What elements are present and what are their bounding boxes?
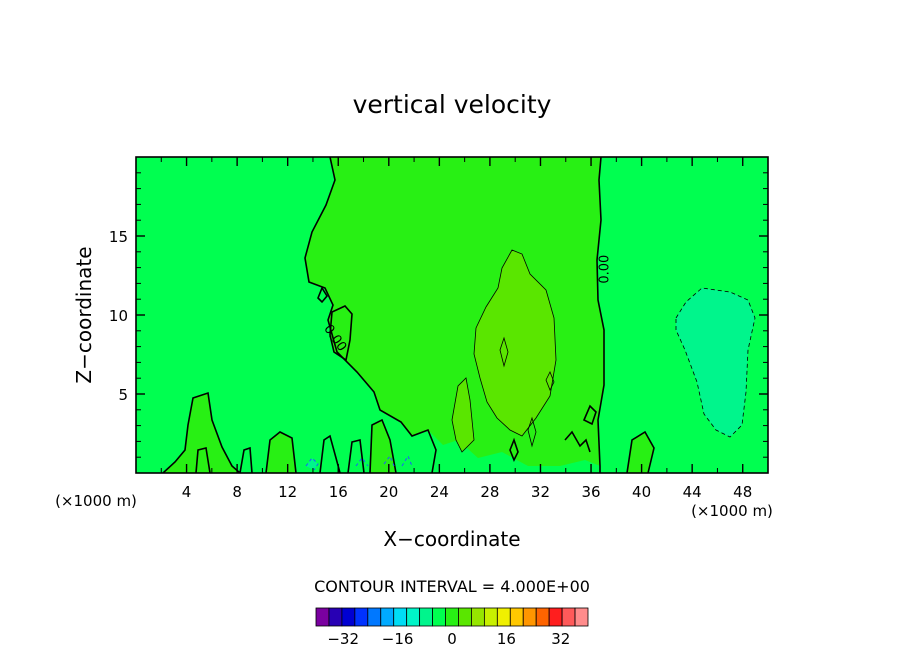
contour-interval-text: CONTOUR INTERVAL = 4.000E+00 xyxy=(314,577,590,596)
x-tick-label: 20 xyxy=(379,483,398,501)
updraft-region-level-2 xyxy=(474,250,556,436)
colorbar-swatch xyxy=(367,607,382,627)
colorbar-swatch xyxy=(341,607,356,627)
y-tick-label: 15 xyxy=(109,228,128,246)
updraft-region-level-1 xyxy=(163,393,240,473)
y-tick-label: 5 xyxy=(118,386,128,404)
x-tick-label: 44 xyxy=(683,483,702,501)
x-tick-label: 16 xyxy=(329,483,348,501)
colorbar-swatch xyxy=(419,607,433,627)
colorbar-swatch xyxy=(393,607,408,627)
colorbar-swatch xyxy=(458,607,472,627)
colorbar-tick-label: 0 xyxy=(447,630,457,648)
x-unit-left: (×1000 m) xyxy=(55,492,137,510)
x-tick-label: 4 xyxy=(182,483,192,501)
negative-contour-lines xyxy=(675,287,756,438)
x-tick-label: 32 xyxy=(531,483,550,501)
colorbar-swatch xyxy=(354,607,369,627)
colorbar-swatch xyxy=(471,607,485,627)
colorbar-swatch xyxy=(574,607,589,627)
updraft-region-level-1 xyxy=(370,420,396,473)
colorbar-tick-label: 16 xyxy=(497,630,516,648)
colorbar-swatch xyxy=(548,607,563,627)
y-axis-ticks: 5 10 15 xyxy=(109,172,768,458)
colorbar-swatch xyxy=(535,607,550,627)
colorbar-swatch xyxy=(496,607,511,627)
plot-area: 0.000.00 xyxy=(136,157,768,473)
colorbar-swatch xyxy=(380,607,395,627)
updraft-region-level-2 xyxy=(452,378,474,452)
chart-title: vertical velocity xyxy=(353,90,552,119)
y-axis-label: Z−coordinate xyxy=(72,246,96,383)
negative-contour-lines-blue xyxy=(305,454,413,471)
updraft-region-level-1 xyxy=(266,432,296,473)
x-axis-ticks: 4 8 12 16 20 24 28 32 36 40 44 48 xyxy=(160,157,752,501)
x-unit-right: (×1000 m) xyxy=(691,502,773,520)
x-tick-label: 40 xyxy=(632,483,651,501)
x-tick-label: 8 xyxy=(232,483,242,501)
positive-contour-lines xyxy=(451,249,557,453)
x-tick-label: 12 xyxy=(278,483,297,501)
colorbar-swatch xyxy=(522,607,537,627)
y-tick-label: 10 xyxy=(109,307,128,325)
colorbar-swatch xyxy=(315,607,330,627)
colorbar-swatch xyxy=(483,607,498,627)
colorbar-swatch xyxy=(406,607,421,627)
x-tick-label: 36 xyxy=(581,483,600,501)
x-tick-label: 48 xyxy=(733,483,752,501)
zero-contour-lines xyxy=(162,157,655,473)
x-tick-label: 28 xyxy=(480,483,499,501)
colorbar-swatch xyxy=(432,607,446,627)
colorbar-swatch xyxy=(561,607,576,627)
colorbar-tick-label: −32 xyxy=(327,630,359,648)
colorbar-tick-label: 32 xyxy=(551,630,570,648)
updraft-region-level-1 xyxy=(627,432,654,473)
x-axis-label: X−coordinate xyxy=(383,527,520,551)
colorbar-tick-label: −16 xyxy=(382,630,414,648)
contour-label: 0.00 xyxy=(598,255,613,284)
downdraft-region-level-1 xyxy=(676,288,755,437)
x-tick-label: 24 xyxy=(430,483,449,501)
colorbar-swatch xyxy=(509,607,524,627)
colorbar: −32 −16 0 16 32 xyxy=(315,607,589,648)
colorbar-swatch xyxy=(445,607,459,627)
colorbar-swatch xyxy=(328,607,343,627)
